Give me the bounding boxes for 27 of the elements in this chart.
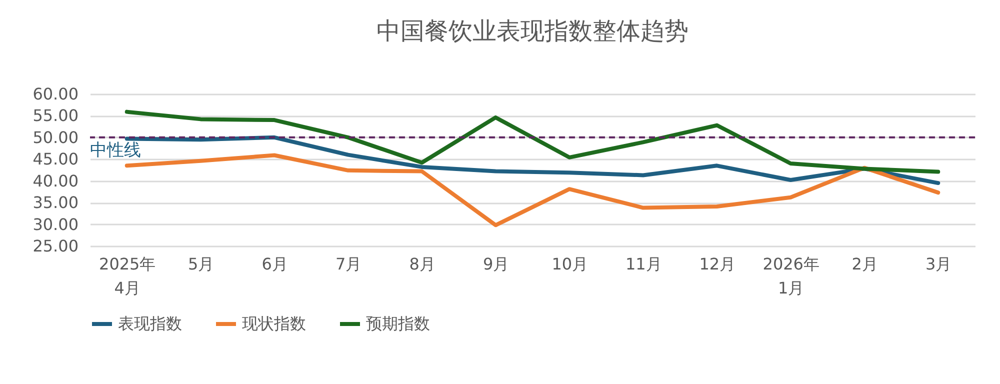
x-tick-label: 9月	[483, 254, 510, 274]
line-series	[124, 110, 940, 174]
x-tick-label: 5月	[188, 254, 214, 274]
y-tick-label: 35.00	[32, 193, 78, 212]
chart-title: 中国餐饮业表现指数整体趋势	[376, 17, 688, 45]
x-tick-label: 6月	[262, 254, 288, 274]
y-tick-label: 30.00	[32, 214, 78, 234]
x-tick-label: 8月	[409, 254, 436, 274]
y-tick-label: 55.00	[32, 106, 78, 126]
legend-label: 预期指数	[366, 314, 430, 333]
y-tick-label: 50.00	[32, 128, 78, 147]
x-tick-label: 2月	[852, 254, 878, 274]
legend-label: 现状指数	[242, 314, 306, 333]
x-tick-label: 2025年 4月	[99, 254, 156, 298]
ref-line-label: 中性线	[90, 140, 141, 160]
y-tick-label: 60.00	[32, 84, 78, 104]
y-tick-label: 40.00	[32, 171, 78, 190]
y-tick-label: 45.00	[32, 150, 78, 169]
x-tick-label: 11月	[625, 254, 662, 274]
x-tick-label: 10月	[552, 254, 588, 274]
x-tick-label: 2026年 1月	[762, 254, 820, 298]
x-tick-label: 7月	[336, 254, 362, 274]
line-series	[124, 135, 940, 186]
x-tick-label: 12月	[699, 254, 736, 274]
x-tick-label: 3月	[926, 254, 952, 274]
y-tick-label: 25.00	[32, 236, 78, 256]
legend-label: 表现指数	[118, 314, 182, 333]
